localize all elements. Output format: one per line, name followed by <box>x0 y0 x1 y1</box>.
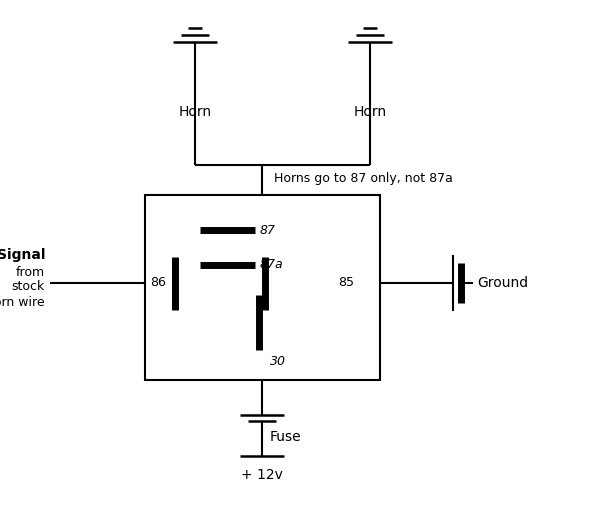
Text: horn wire: horn wire <box>0 295 45 308</box>
Text: Horns go to 87 only, not 87a: Horns go to 87 only, not 87a <box>274 172 453 185</box>
Text: Signal: Signal <box>0 248 45 262</box>
Text: 30: 30 <box>270 355 286 368</box>
Text: Horn: Horn <box>178 105 211 119</box>
Text: Horn: Horn <box>353 105 387 119</box>
Text: Fuse: Fuse <box>270 430 301 444</box>
Bar <box>145 195 380 380</box>
Text: 87: 87 <box>260 224 276 237</box>
Text: + 12v: + 12v <box>241 468 283 482</box>
Text: 86: 86 <box>150 277 166 290</box>
Text: 85: 85 <box>338 277 354 290</box>
Text: 87a: 87a <box>260 258 284 271</box>
Text: stock: stock <box>11 280 45 293</box>
Text: from: from <box>16 266 45 279</box>
Text: Ground: Ground <box>477 276 528 290</box>
